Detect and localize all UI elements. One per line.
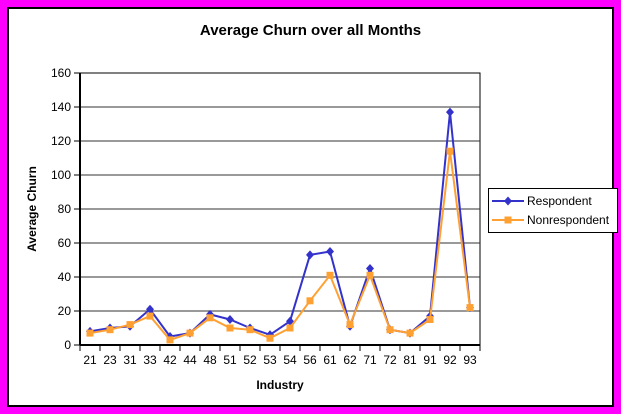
svg-text:52: 52 [243,353,257,367]
respondent-line-diamond-icon [492,196,524,206]
svg-text:48: 48 [203,353,217,367]
svg-text:23: 23 [103,353,117,367]
svg-text:31: 31 [123,353,137,367]
svg-text:92: 92 [443,353,457,367]
chart-area: Average Churn over all Months Average Ch… [7,7,618,407]
svg-text:160: 160 [51,66,71,80]
svg-text:140: 140 [51,100,71,114]
svg-text:20: 20 [58,304,72,318]
svg-text:0: 0 [64,338,71,352]
legend-item-nonrespondent: Nonrespondent [492,213,614,227]
svg-text:21: 21 [83,353,97,367]
svg-text:100: 100 [51,168,71,182]
svg-text:42: 42 [163,353,177,367]
svg-text:44: 44 [183,353,197,367]
svg-text:54: 54 [283,353,297,367]
svg-text:51: 51 [223,353,237,367]
svg-text:72: 72 [383,353,397,367]
svg-text:60: 60 [58,236,72,250]
svg-text:56: 56 [303,353,317,367]
legend: Respondent Nonrespondent [488,188,618,233]
svg-text:53: 53 [263,353,277,367]
plot-area: 0 20 40 60 80 100 120 140 160 21 23 31 33 42 44 48 51 52 5… [51,66,481,367]
x-axis-title: Industry [256,378,304,392]
svg-text:91: 91 [423,353,437,367]
legend-label-nonrespondent: Nonrespondent [527,213,610,227]
svg-text:61: 61 [323,353,337,367]
svg-text:120: 120 [51,134,71,148]
chart-title: Average Churn over all Months [199,22,422,39]
legend-item-respondent: Respondent [492,194,614,208]
svg-text:80: 80 [58,202,72,216]
nonrespondent-line-square-icon [492,216,524,224]
svg-text:93: 93 [463,353,477,367]
svg-text:62: 62 [343,353,357,367]
svg-text:71: 71 [363,353,377,367]
svg-text:40: 40 [58,270,72,284]
svg-text:33: 33 [143,353,157,367]
legend-label-respondent: Respondent [527,194,592,208]
svg-text:81: 81 [403,353,417,367]
